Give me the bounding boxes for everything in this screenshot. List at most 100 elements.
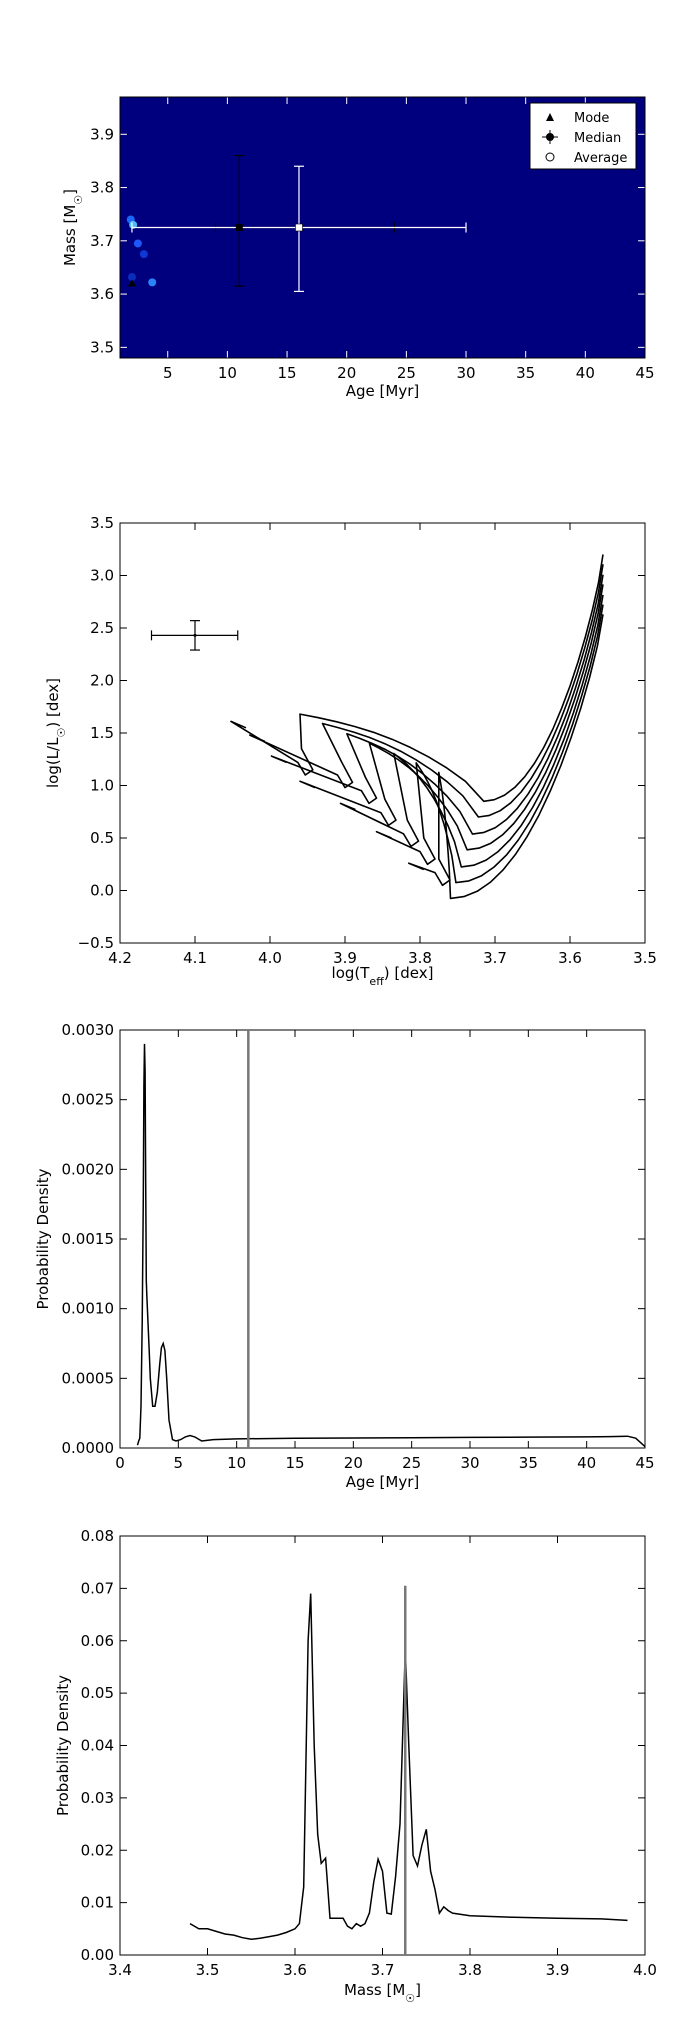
isochrone-line <box>249 564 604 818</box>
y-tick-label: 2.5 <box>90 619 114 637</box>
heatmap-hotspot <box>127 273 136 282</box>
mass-age-heatmap-panel: 5 10 15 20 25 30 35 40 45 3.5 3.6 3.7 3.8 3.9 Age [My… <box>61 96 655 400</box>
isochrone-line <box>270 574 604 835</box>
y-tick-label: 0.07 <box>81 1579 114 1597</box>
plot-frame <box>119 522 646 944</box>
legend-entry: Average <box>574 151 627 166</box>
y-tick-label: −0.5 <box>78 934 114 952</box>
y-tick-label: 0.04 <box>81 1737 114 1755</box>
x-tick-label: 5 <box>174 1454 184 1472</box>
x-tick-label: 15 <box>277 364 296 382</box>
x-tick-label: 3.7 <box>483 949 507 967</box>
x-tick-label: 10 <box>218 364 237 382</box>
y-tick-label: 0.0010 <box>62 1300 115 1318</box>
x-tick-label: 25 <box>402 1454 421 1472</box>
heatmap-hotspot <box>148 278 157 287</box>
isochrone-line <box>408 614 604 900</box>
x-tick-label: 40 <box>577 1454 596 1472</box>
heatmap-hotspot <box>129 220 138 229</box>
x-tick-label: 4.1 <box>183 949 207 967</box>
plot-frame <box>119 96 646 359</box>
x-axis-label: Age [Myr] <box>346 382 419 400</box>
y-tick-label: 3.8 <box>90 179 114 197</box>
x-tick-label: 4.2 <box>108 949 132 967</box>
x-tick-label: 40 <box>576 364 595 382</box>
x-tick-label: 3.7 <box>371 1961 395 1979</box>
x-tick-label: 5 <box>163 364 173 382</box>
y-tick-label: 0.00 <box>81 1946 114 1964</box>
x-axis-label: log(Teff) [dex] <box>332 964 434 988</box>
legend-average-marker <box>545 152 555 162</box>
y-tick-label: 0.02 <box>81 1841 114 1859</box>
y-axis-label: Probability Density <box>54 1675 72 1816</box>
plot-frame <box>119 1029 646 1449</box>
x-tick-label: 3.8 <box>458 1961 482 1979</box>
x-tick-label: 3.9 <box>546 1961 570 1979</box>
x-tick-label: 0 <box>115 1454 125 1472</box>
y-tick-label: 0.01 <box>81 1894 114 1912</box>
x-tick-label: 3.5 <box>196 1961 220 1979</box>
y-tick-label: 0.0030 <box>62 1021 115 1039</box>
y-tick-label: 0.0005 <box>62 1369 115 1387</box>
x-tick-label: 3.4 <box>108 1961 132 1979</box>
hr-point <box>193 633 197 637</box>
y-tick-label: 0.0025 <box>62 1091 115 1109</box>
isochrone-line <box>299 584 604 851</box>
x-tick-label: 30 <box>460 1454 479 1472</box>
y-tick-label: 1.5 <box>90 724 114 742</box>
x-tick-label: 3.9 <box>333 949 357 967</box>
y-tick-label: 3.7 <box>90 232 114 250</box>
y-axis-label: Probability Density <box>34 1168 52 1309</box>
y-tick-label: 0.08 <box>81 1527 114 1545</box>
isochrone-line <box>339 594 604 868</box>
y-tick-label: 1.0 <box>90 777 114 795</box>
legend-median-marker <box>546 133 554 141</box>
x-tick-label: 10 <box>227 1454 246 1472</box>
median-marker <box>235 224 243 231</box>
y-tick-label: 0.05 <box>81 1684 114 1702</box>
plot-frame <box>119 1535 646 1956</box>
y-tick-label: 0.0 <box>90 882 114 900</box>
mode-marker <box>127 279 136 287</box>
x-axis-label: Mass [M☉] <box>344 1981 421 2005</box>
y-tick-label: 0.03 <box>81 1789 114 1807</box>
x-tick-label: 45 <box>635 1454 654 1472</box>
x-tick-label: 20 <box>344 1454 363 1472</box>
x-tick-label: 20 <box>337 364 356 382</box>
legend-entry: Median <box>574 131 621 146</box>
age-pdf-line <box>136 1043 646 1448</box>
average-marker <box>295 223 303 232</box>
x-tick-label: 3.8 <box>408 949 432 967</box>
y-tick-label: 0.0020 <box>62 1160 115 1178</box>
y-axis-label: Mass [M☉] <box>61 189 85 266</box>
y-tick-label: 0.06 <box>81 1632 114 1650</box>
x-tick-label: 15 <box>285 1454 304 1472</box>
x-axis-label: Age [Myr] <box>346 1473 419 1491</box>
y-tick-label: 3.9 <box>90 125 114 143</box>
x-tick-label: 3.5 <box>633 949 657 967</box>
x-tick-label: 35 <box>516 364 535 382</box>
y-tick-label: 3.5 <box>90 338 114 356</box>
legend-mode-marker <box>546 113 554 121</box>
x-tick-label: 25 <box>397 364 416 382</box>
y-tick-label: 3.6 <box>90 285 114 303</box>
heatmap-hotspot <box>139 250 148 259</box>
y-tick-label: 3.0 <box>90 567 114 585</box>
legend-entry: Mode <box>574 111 609 126</box>
mass-probability-panel: 3.4 3.5 3.6 3.7 3.8 3.9 4.0 0.00 0.01 0.02 0.03 0.0… <box>54 1527 657 2005</box>
x-tick-label: 3.6 <box>283 1961 307 1979</box>
x-tick-label: 30 <box>456 364 475 382</box>
x-tick-label: 35 <box>519 1454 538 1472</box>
hr-diagram-panel: 4.2 4.1 4.0 3.9 3.8 3.7 3.6 3.5 −0.5 0.0 0.5 1.0 1.5… <box>44 514 657 988</box>
y-tick-label: 2.0 <box>90 672 114 690</box>
x-tick-label: 3.6 <box>558 949 582 967</box>
isochrone-line <box>375 604 604 884</box>
mass-pdf-line <box>189 1593 628 1941</box>
heatmap-hotspot <box>133 239 142 248</box>
y-tick-label: 0.0015 <box>62 1230 115 1248</box>
y-tick-label: 0.5 <box>90 829 114 847</box>
legend: Mode Median Average <box>529 102 637 170</box>
y-tick-label: 0.0000 <box>62 1439 115 1457</box>
x-tick-label: 4.0 <box>258 949 282 967</box>
